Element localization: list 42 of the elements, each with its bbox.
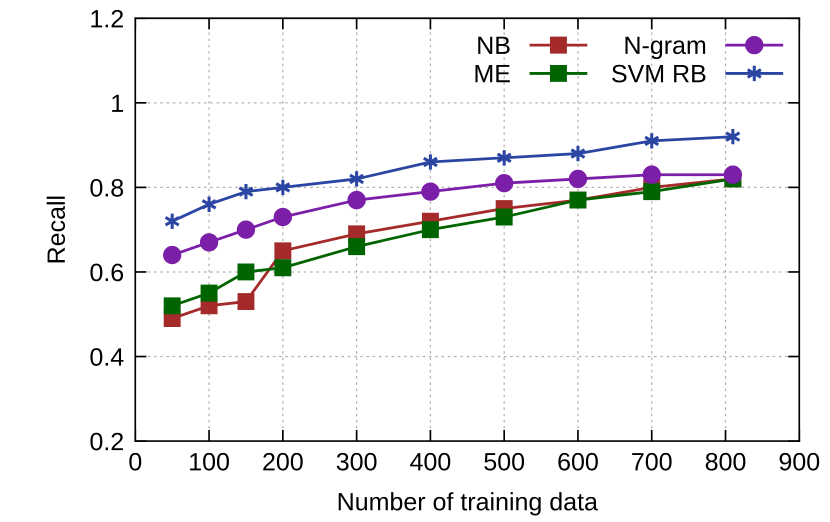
y-tick-label: 1.2: [91, 10, 123, 28]
point: [163, 246, 182, 264]
x-tick-label: 300: [336, 452, 377, 471]
point: [274, 208, 292, 226]
point: [568, 170, 588, 188]
point: [496, 208, 513, 226]
legend-label: SVM RB: [612, 64, 706, 82]
y-tick-label: 0.2: [90, 432, 123, 450]
point: [164, 297, 181, 314]
point: [236, 220, 256, 239]
x-tick-label: 0: [129, 452, 142, 471]
point: [237, 293, 254, 310]
point: [643, 183, 660, 200]
point: [348, 238, 366, 256]
point: [724, 166, 742, 184]
y-tick-label: 0.8: [90, 179, 124, 197]
y-tick-label: 0.4: [90, 348, 124, 366]
point: [274, 259, 292, 276]
y-axis-title: Recall: [46, 196, 66, 262]
y-tick-label: 1: [112, 94, 123, 112]
legend-label: N-gram: [626, 36, 706, 60]
x-axis-title: Number of training data: [338, 492, 598, 516]
point: [642, 166, 661, 184]
x-tick-label: 800: [706, 452, 746, 471]
x-tick-label: 200: [263, 452, 303, 471]
x-tick-label: 400: [410, 452, 450, 471]
point: [347, 190, 366, 210]
point: [422, 221, 439, 238]
point: [495, 174, 514, 192]
x-tick-label: 600: [558, 452, 598, 471]
x-tick-label: 900: [780, 452, 820, 471]
point: [237, 263, 254, 280]
legend-label: ME: [475, 64, 510, 82]
point: [200, 233, 218, 252]
x-tick-label: 700: [632, 452, 672, 471]
y-tick-label: 0.6: [90, 264, 124, 282]
x-tick-label: 500: [484, 452, 524, 471]
point: [200, 284, 218, 302]
point: [421, 182, 440, 201]
legend-label: NB: [478, 36, 510, 54]
x-tick-label: 100: [190, 452, 229, 471]
point: [274, 242, 292, 260]
